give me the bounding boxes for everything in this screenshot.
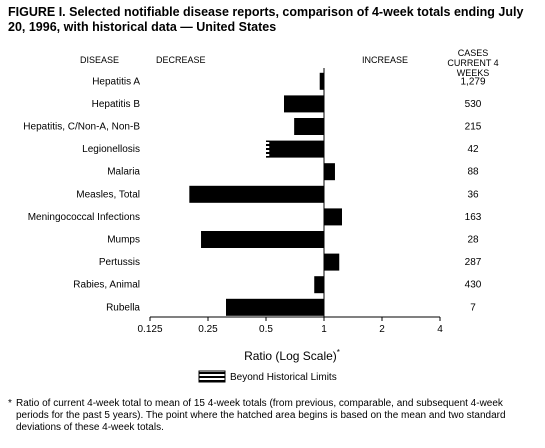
x-tick-label: 0.5 [259,324,273,335]
cases-value: 28 [467,235,479,246]
cases-value: 430 [465,280,482,291]
bar-10 [314,276,324,294]
category-label: Legionellosis [82,144,140,155]
category-label: Measles, Total [76,189,140,200]
bar-6 [189,185,324,203]
decrease-column-header: DECREASE [156,55,206,65]
category-label: Meningococcal Infections [28,212,140,223]
cases-value: 530 [465,99,482,110]
bar-8 [201,231,324,248]
cases-value: 163 [465,212,482,223]
cases-column-header: CASES CURRENT 4 WEEKS [447,48,499,78]
bar-11 [225,298,324,316]
bar-4 [266,140,324,158]
cases-value: 1,279 [460,76,485,87]
cases-value: 7 [470,302,476,313]
x-tick-label: 0.25 [198,324,218,335]
cases-value: 287 [465,257,482,268]
category-label: Hepatitis B [92,99,141,110]
category-label: Rabies, Animal [73,280,140,291]
bar-9 [324,253,340,271]
category-label: Pertussis [99,257,140,268]
legend-label: Beyond Historical Limits [230,372,337,383]
increase-column-header: INCREASE [362,55,409,65]
footnote: * Ratio of current 4-week total to mean … [8,398,538,434]
category-label: Hepatitis A [92,76,140,87]
category-label: Hepatitis, C/Non-A, Non-B [23,122,140,133]
bar-hatched-4 [266,140,270,158]
cases-value: 36 [467,189,479,200]
cases-value: 215 [465,122,482,133]
footnote-text: Ratio of current 4-week total to mean of… [16,398,506,433]
legend: Beyond Historical Limits [198,370,337,383]
cases-value: 88 [467,167,479,178]
x-tick-label: 0.125 [137,324,162,335]
cases-value: 42 [467,144,479,155]
category-label: Mumps [107,235,140,246]
bar-3 [294,118,324,135]
bar-7 [324,208,342,226]
x-axis-label: Ratio (Log Scale)* [244,348,340,363]
x-tick-label: 4 [437,324,443,335]
figure-title: FIGURE I. Selected notifiable disease re… [8,5,524,34]
bar-1 [319,72,324,90]
x-tick-label: 1 [321,324,327,335]
x-tick-label: 2 [379,324,385,335]
disease-column-header: DISEASE [80,55,120,65]
bar-5 [324,163,335,181]
category-label: Rubella [106,302,140,313]
bar-2 [283,95,324,113]
legend-hatched-swatch [198,370,226,383]
category-label: Malaria [107,167,140,178]
footnote-marker: * [8,398,12,409]
